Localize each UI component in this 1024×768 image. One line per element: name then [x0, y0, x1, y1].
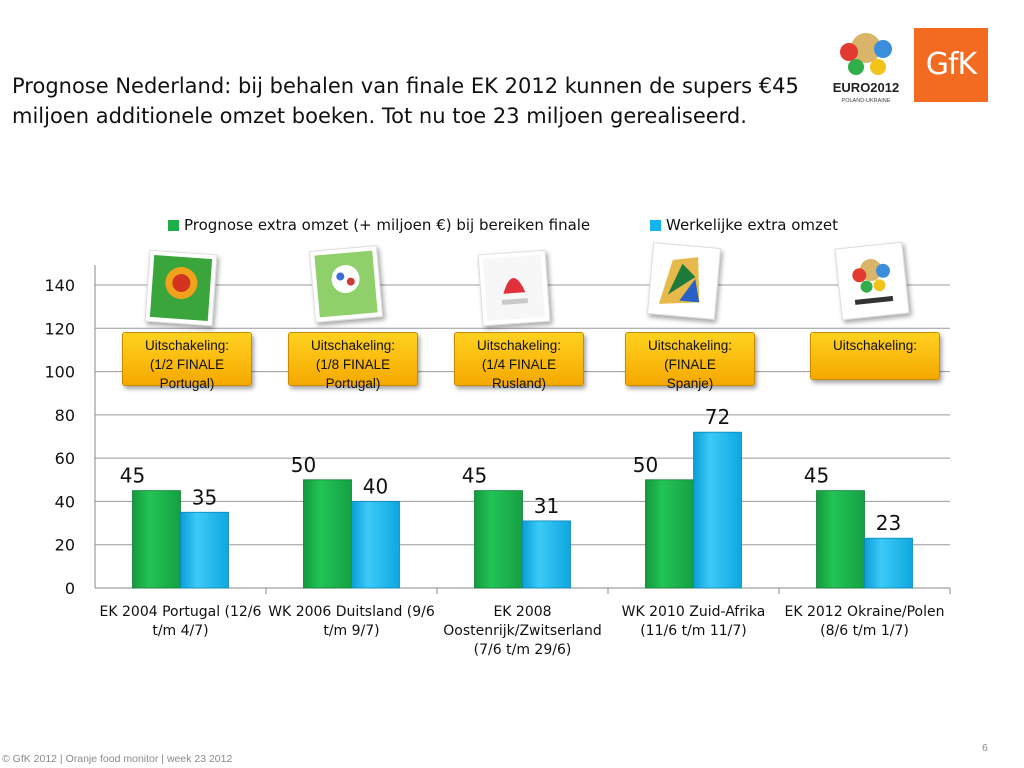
- legend-item-prognose: Prognose extra omzet (+ miljoen €) bij b…: [168, 216, 590, 234]
- y-tick-label: 0: [65, 579, 75, 598]
- data-label-werkelijk: 72: [705, 405, 730, 429]
- wk2006-logo-icon: [314, 250, 378, 318]
- callout-line: (1/8 FINALE: [315, 357, 391, 372]
- elimination-callout-2008: Uitschakeling: (1/4 FINALE Rusland): [454, 332, 584, 391]
- data-label-prognose: 50: [633, 453, 658, 477]
- bar-werkelijk: [351, 501, 400, 589]
- callout-line: Uitschakeling:: [832, 338, 918, 353]
- bar-werkelijk: [180, 511, 229, 589]
- euro2004-logo-icon: [149, 255, 213, 321]
- bar-prognose: [303, 479, 352, 589]
- y-tick-label: 120: [44, 319, 75, 338]
- legend-swatch-prognose: [168, 220, 179, 231]
- legend-swatch-werkelijk: [650, 220, 661, 231]
- y-tick-label: 40: [55, 492, 75, 511]
- callout-line: (1/2 FINALE: [149, 357, 225, 372]
- y-tick-label: 60: [55, 449, 75, 468]
- page-number: 6: [982, 742, 988, 754]
- callout-line: Portugal): [325, 376, 381, 391]
- callout-line: Spanje): [666, 376, 714, 391]
- y-tick-label: 80: [55, 406, 75, 425]
- x-category-label: t/m 9/7): [323, 623, 379, 639]
- x-category-label: EK 2008: [493, 604, 551, 620]
- wk2010-logo-icon: [652, 247, 716, 315]
- bar-werkelijk: [864, 537, 913, 589]
- data-label-werkelijk: 35: [192, 485, 217, 509]
- bar-werkelijk: [522, 520, 571, 589]
- legend-item-werkelijk: Werkelijke extra omzet: [650, 216, 838, 234]
- data-label-prognose: 45: [120, 464, 145, 488]
- euro2004-logo-thumbnail: [144, 249, 218, 327]
- data-label-werkelijk: 23: [876, 511, 901, 535]
- bar-prognose: [132, 490, 181, 589]
- bar-prognose: [816, 490, 865, 589]
- callout-line: Uitschakeling:: [144, 338, 230, 353]
- x-category-label: WK 2010 Zuid-Afrika: [622, 604, 766, 620]
- wk2006-logo-thumbnail: [308, 245, 384, 323]
- callout-line: (FINALE: [664, 357, 716, 372]
- data-label-werkelijk: 31: [534, 494, 559, 518]
- y-tick-label: 100: [44, 363, 75, 382]
- callout-line: Uitschakeling:: [647, 338, 733, 353]
- callout-line: Portugal): [159, 376, 215, 391]
- elimination-callout-2012: Uitschakeling:: [810, 332, 940, 380]
- elimination-callout-2010: Uitschakeling: (FINALE Spanje): [625, 332, 755, 391]
- legend-label-werkelijk: Werkelijke extra omzet: [666, 216, 839, 234]
- x-category-label: t/m 4/7): [152, 623, 208, 639]
- x-category-label: (7/6 t/m 29/6): [474, 642, 572, 658]
- bar-prognose: [474, 490, 523, 589]
- footer-text: © GfK 2012 | Oranje food monitor | week …: [2, 753, 233, 765]
- slide-title: Prognose Nederland: bij behalen van fina…: [12, 74, 799, 128]
- legend-label-prognose: Prognose extra omzet (+ miljoen €) bij b…: [184, 216, 591, 234]
- callout-line: Uitschakeling:: [476, 338, 562, 353]
- euro2008-logo-icon: [482, 255, 546, 321]
- data-label-prognose: 45: [462, 464, 487, 488]
- bar-werkelijk: [693, 431, 742, 589]
- callout-line: (1/4 FINALE: [481, 357, 557, 372]
- euro2012-logo-icon: [852, 259, 894, 305]
- euro2012-logo: EURO2012 POLAND-UKRAINE: [833, 33, 899, 104]
- elimination-callout-2006: Uitschakeling: (1/8 FINALE Portugal): [288, 332, 418, 391]
- callout-line: Rusland): [491, 376, 547, 391]
- x-category-label: WK 2006 Duitsland (9/6: [268, 604, 435, 620]
- data-label-prognose: 50: [291, 453, 316, 477]
- euro2012-logo-thumbnail: [834, 241, 910, 321]
- callout-line: Uitschakeling:: [310, 338, 396, 353]
- data-label-prognose: 45: [804, 464, 829, 488]
- bar-prognose: [645, 479, 694, 589]
- x-category-label: (8/6 t/m 1/7): [820, 623, 909, 639]
- wk2010-logo-thumbnail: [646, 242, 722, 320]
- gfk-logo: GfK: [914, 28, 988, 102]
- y-tick-label: 140: [44, 276, 75, 295]
- euro2008-logo-thumbnail: [477, 249, 551, 327]
- elimination-callout-2004: Uitschakeling: (1/2 FINALE Portugal): [122, 332, 252, 391]
- x-category-label: EK 2012 Okraine/Polen: [785, 604, 945, 620]
- euro2012-logo-subtext: POLAND-UKRAINE: [842, 98, 891, 104]
- data-label-werkelijk: 40: [363, 474, 388, 498]
- x-category-label: Oostenrijk/Zwitserland: [443, 623, 602, 639]
- euro2012-logo-text: EURO2012: [833, 80, 899, 95]
- y-tick-label: 20: [55, 536, 75, 555]
- x-category-label: (11/6 t/m 11/7): [640, 623, 747, 639]
- x-category-label: EK 2004 Portugal (12/6: [100, 604, 262, 620]
